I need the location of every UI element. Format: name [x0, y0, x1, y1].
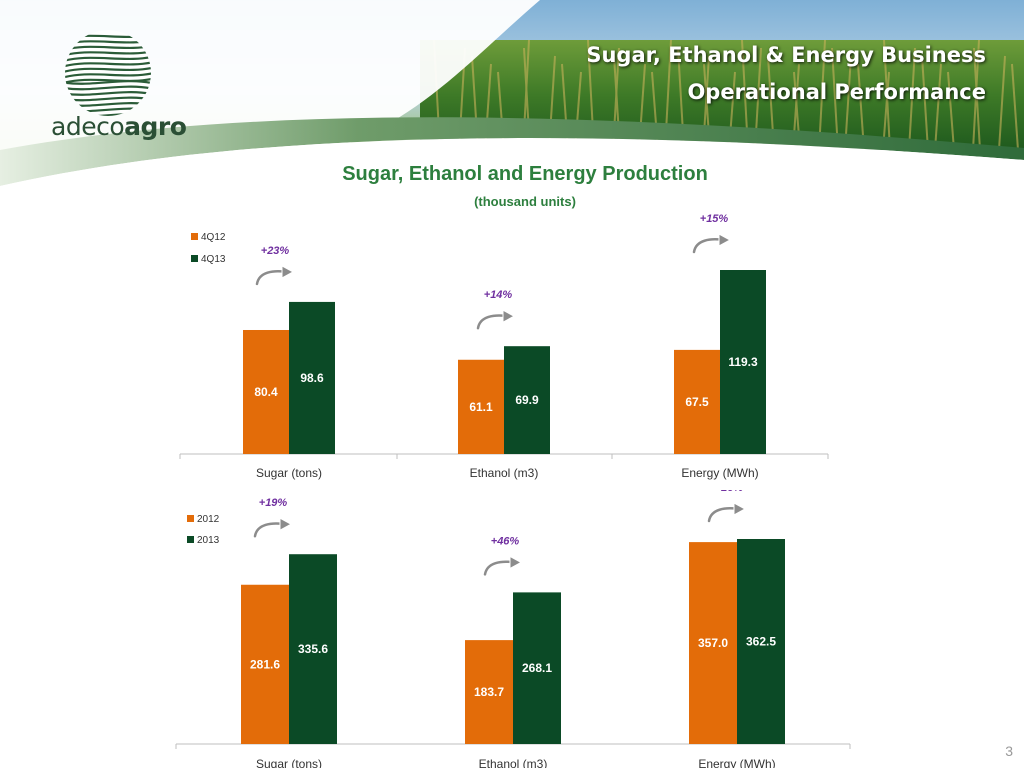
header-title-line1: Sugar, Ethanol & Energy Business: [586, 43, 986, 67]
data-label: 362.5: [746, 635, 776, 649]
legend-label-2012: 2012: [197, 514, 220, 525]
header-swoosh: [0, 0, 540, 150]
logo-text-bold: agro: [124, 112, 187, 141]
change-label: +26%: [715, 490, 744, 494]
change-label: +23%: [261, 245, 290, 257]
growth-arrow-icon: [482, 555, 523, 578]
bar-2013: [737, 539, 785, 744]
header-title-line2: Operational Performance: [687, 80, 986, 104]
data-label: 67.5: [685, 395, 709, 409]
chart-title: Sugar, Ethanol and Energy Production: [342, 163, 708, 185]
annual-production-chart: 2012 2013 281.6 335.6 Sugar (tons) +19% 183.7 2…: [175, 490, 851, 768]
growth-arrow-icon: [475, 309, 516, 332]
header-band: [0, 117, 1024, 186]
bar-4q13: [289, 301, 335, 454]
data-label: 119.3: [728, 355, 758, 369]
logo-icon: [65, 30, 151, 116]
category-label: Energy (MWh): [681, 466, 758, 480]
legend-swatch-4q13: [191, 255, 198, 262]
data-label: 69.9: [515, 393, 539, 407]
category-label: Sugar (tons): [256, 757, 322, 768]
data-label: 98.6: [300, 371, 324, 385]
legend-label-4q12: 4Q12: [201, 232, 226, 243]
bar-2012: [241, 584, 289, 744]
legend-swatch-2013: [187, 536, 194, 543]
data-label: 80.4: [254, 385, 278, 399]
legend-label-4q13: 4Q13: [201, 254, 226, 265]
growth-arrow-icon: [691, 233, 732, 255]
legend-swatch-4q12: [191, 233, 198, 240]
bar-2013: [513, 592, 561, 744]
bar-2012: [689, 542, 737, 744]
growth-arrow-icon: [706, 502, 747, 524]
growth-arrow-icon: [254, 265, 295, 287]
category-label: Energy (MWh): [698, 757, 775, 768]
data-label: 61.1: [469, 400, 493, 414]
bar-4q12: [243, 329, 289, 454]
change-label: +19%: [259, 497, 288, 509]
bar-4q13: [504, 346, 550, 454]
data-label: 281.6: [250, 657, 280, 671]
logo-wordmark: adecoagro: [51, 112, 187, 141]
chart-subtitle: (thousand units): [474, 194, 576, 209]
bar-2013: [289, 554, 337, 744]
bar-2012: [465, 640, 513, 744]
legend-label-2013: 2013: [197, 535, 220, 546]
header-banner: [0, 0, 1024, 200]
change-label: +15%: [700, 213, 729, 225]
growth-arrow-icon: [252, 517, 293, 540]
data-label: 357.0: [698, 636, 728, 650]
change-label: +46%: [491, 535, 520, 547]
page-number: 3: [1005, 743, 1013, 759]
legend-swatch-2012: [187, 515, 194, 522]
data-label: 335.6: [298, 642, 328, 656]
logo-text-regular: adeco: [51, 112, 125, 141]
data-label: 183.7: [474, 685, 504, 699]
header-band-edge: [0, 138, 1024, 200]
bar-4q13: [720, 270, 766, 454]
data-label: 268.1: [522, 661, 552, 675]
quarterly-production-chart: 4Q12 4Q13 80.4 98.6 Sugar (tons) +23% 61.1 69.9…: [179, 213, 829, 480]
category-label: Ethanol (m3): [479, 757, 548, 768]
bar-4q12: [674, 349, 720, 454]
bar-4q12: [458, 359, 504, 454]
category-label: Sugar (tons): [256, 466, 322, 480]
category-label: Ethanol (m3): [470, 466, 539, 480]
change-label: +14%: [484, 289, 513, 301]
